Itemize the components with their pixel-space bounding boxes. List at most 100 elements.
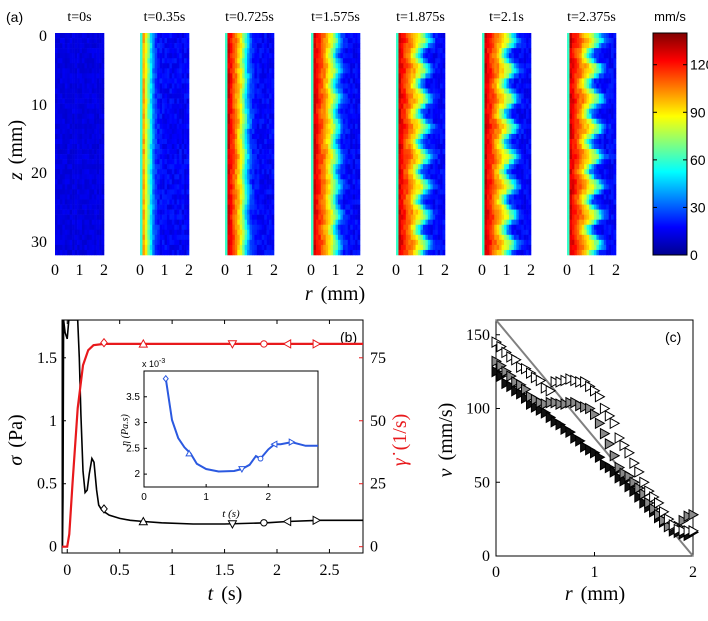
heatmap-cell — [325, 244, 329, 251]
heatmap-cell — [405, 58, 409, 64]
heatmap-cell — [174, 234, 178, 241]
heatmap-cell — [59, 128, 63, 135]
heatmap-cell — [259, 53, 263, 59]
heatmap-cell — [437, 219, 441, 226]
heatmap-cell — [271, 113, 275, 120]
heatmap-cell — [521, 128, 524, 135]
heatmap-cell — [410, 33, 414, 39]
heatmap-cell — [335, 149, 339, 155]
heatmap-cell — [62, 123, 66, 130]
heatmap-cell — [523, 174, 527, 180]
heatmap-cell — [311, 138, 314, 145]
heatmap-cell — [79, 229, 83, 236]
heatmap-cell — [489, 113, 493, 120]
heatmap-cell — [403, 244, 407, 251]
heatmap-cell — [415, 48, 419, 54]
heatmap-cell — [72, 219, 75, 226]
heatmap-cell — [244, 229, 248, 236]
heatmap-cell — [171, 244, 175, 251]
heatmap-cell — [74, 53, 78, 59]
heatmap-cell — [69, 194, 73, 200]
heatmap-cell — [89, 108, 93, 115]
heatmap-cell — [152, 83, 155, 89]
heatmap-cell — [57, 63, 61, 69]
heatmap-cell — [410, 159, 414, 165]
heatmap-cell — [347, 174, 351, 180]
heatmap-cell — [347, 138, 351, 145]
heatmap-cell — [513, 113, 517, 120]
heatmap-cell — [101, 38, 105, 44]
heatmap-cell — [234, 184, 238, 190]
heatmap-cell — [144, 179, 148, 185]
heatmap-cell — [176, 113, 180, 120]
heatmap-cell — [94, 219, 97, 226]
heatmap-cell — [415, 199, 419, 205]
heatmap-cell — [398, 234, 402, 241]
heatmap-cell — [269, 63, 272, 69]
heatmap-cell — [166, 108, 170, 115]
heatmap-cell — [59, 53, 63, 59]
heatmap-cell — [318, 113, 322, 120]
heatmap-cell — [342, 108, 346, 115]
heatmap-cell — [408, 33, 411, 39]
heatmap-cell — [179, 53, 182, 59]
heatmap-cell — [77, 133, 80, 140]
heatmap-cell — [398, 249, 402, 256]
heatmap-cell — [266, 179, 270, 185]
heatmap-cell — [91, 244, 95, 251]
heatmap-cell — [159, 179, 163, 185]
heatmap-cell — [516, 63, 520, 69]
heatmap-cell — [259, 48, 263, 54]
heatmap-cell — [244, 78, 248, 84]
heatmap-cell — [271, 98, 275, 104]
heatmap-cell — [81, 133, 85, 140]
heatmap-cell — [237, 108, 240, 115]
heatmap-cell — [176, 68, 180, 74]
heatmap-cell — [325, 144, 329, 150]
heatmap-cell — [410, 38, 414, 44]
heatmap-cell — [99, 189, 102, 195]
heatmap-cell — [357, 58, 361, 64]
heatmap-cell — [247, 229, 250, 236]
heatmap-cell — [491, 93, 495, 99]
heatmap-cell — [59, 58, 63, 64]
heatmap-cell — [440, 63, 443, 69]
heatmap-cell — [181, 48, 185, 54]
heatmap-cell — [162, 128, 165, 135]
heatmap-cell — [328, 123, 331, 130]
heatmap-cell — [357, 214, 361, 220]
heatmap-cell — [74, 98, 78, 104]
heatmap-cell — [350, 133, 353, 140]
heatmap-cell — [328, 224, 331, 231]
heatmap-cell — [482, 138, 485, 145]
heatmap-cell — [323, 133, 326, 140]
heatmap-cell — [491, 123, 495, 130]
heatmap-cell — [234, 249, 238, 256]
heatmap-cell — [239, 249, 243, 256]
heatmap-cell — [345, 123, 349, 130]
heatmap-cell — [311, 78, 314, 84]
heatmap-cell — [171, 214, 175, 220]
heatmap-cell — [149, 174, 153, 180]
heatmap-cell — [101, 219, 105, 226]
heatmap-cell — [59, 169, 63, 175]
heatmap-cell — [437, 83, 441, 89]
heatmap-cell — [101, 169, 105, 175]
heatmap-cell — [227, 78, 231, 84]
heatmap-cell — [496, 123, 500, 130]
heatmap-cell — [442, 63, 446, 69]
heatmap-cell — [264, 88, 267, 94]
heatmap-cell — [528, 88, 532, 94]
heatmap-cell — [330, 58, 334, 64]
heatmap-cell — [57, 174, 61, 180]
heatmap-cell — [91, 154, 95, 160]
heatmap-cell — [403, 113, 407, 120]
heatmap-cell — [328, 164, 331, 170]
heatmap-cell — [494, 159, 497, 165]
heatmap-cell — [166, 133, 170, 140]
heatmap-cell — [333, 38, 336, 44]
heatmap-cell — [77, 73, 80, 79]
heatmap-cell — [234, 98, 238, 104]
heatmap-cell — [254, 209, 258, 215]
heatmap-cell — [494, 108, 497, 115]
